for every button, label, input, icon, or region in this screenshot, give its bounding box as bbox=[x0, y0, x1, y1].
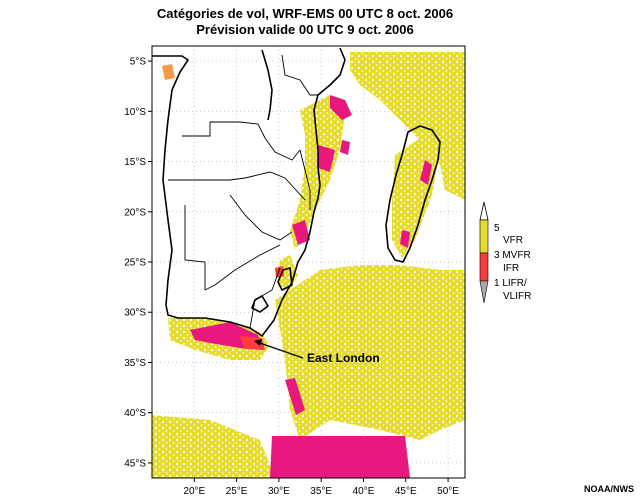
coastline bbox=[152, 47, 441, 337]
credit-label: NOAA/NWS bbox=[584, 484, 634, 494]
lat-tick-label: 25°S bbox=[124, 258, 146, 269]
lat-tick-label: 15°S bbox=[124, 157, 146, 168]
lon-tick-label: 30°E bbox=[268, 486, 290, 497]
lon-tick-label: 45°E bbox=[395, 486, 417, 497]
lat-tick-label: 5°S bbox=[130, 57, 147, 68]
latitude-axis: 5°S 10°S 15°S 20°S 25°S 30°S 35°S 40°S 45°S bbox=[124, 57, 152, 469]
lat-tick-label: 40°S bbox=[124, 408, 146, 419]
lon-tick-label: 35°E bbox=[310, 486, 332, 497]
annotation-east-london: East London bbox=[307, 351, 380, 365]
legend-label-ifr: IFR bbox=[503, 263, 519, 274]
legend-label-mvfr: 3 MVFR bbox=[494, 250, 531, 261]
country-borders bbox=[168, 54, 318, 329]
legend-label-5: 5 bbox=[494, 223, 500, 234]
lat-tick-label: 20°S bbox=[124, 207, 146, 218]
lon-tick-label: 40°E bbox=[353, 486, 375, 497]
lat-tick-label: 45°S bbox=[124, 458, 146, 469]
lon-tick-label: 50°E bbox=[437, 486, 459, 497]
lat-tick-label: 30°S bbox=[124, 308, 146, 319]
legend-vfr-swatch bbox=[479, 219, 489, 254]
lon-tick-label: 25°E bbox=[226, 486, 248, 497]
lat-tick-label: 35°S bbox=[124, 358, 146, 369]
legend-label-vfr: VFR bbox=[503, 235, 523, 246]
chart-title: Catégories de vol, WRF-EMS 00 UTC 8 oct.… bbox=[156, 6, 454, 21]
legend-mvfr-swatch bbox=[479, 252, 489, 282]
legend-label-vlifr: VLIFR bbox=[503, 291, 531, 302]
mvfr-areas bbox=[162, 64, 432, 478]
longitude-axis: 20°E 25°E 30°E 35°E 40°E 45°E 50°E bbox=[183, 478, 459, 497]
annotation-arrow bbox=[256, 341, 304, 359]
annotation-arrowhead bbox=[254, 339, 262, 346]
color-legend: 5 VFR 3 MVFR IFR 1 LIFR/ VLIFR bbox=[479, 201, 531, 304]
legend-top-arrow bbox=[479, 201, 489, 221]
legend-lifr-swatch bbox=[479, 280, 489, 304]
lat-tick-label: 10°S bbox=[124, 107, 146, 118]
lon-tick-label: 20°E bbox=[183, 486, 205, 497]
chart-subtitle: Prévision valide 00 UTC 9 oct. 2006 bbox=[196, 22, 414, 37]
legend-label-lifr: 1 LIFR/ bbox=[494, 278, 527, 289]
